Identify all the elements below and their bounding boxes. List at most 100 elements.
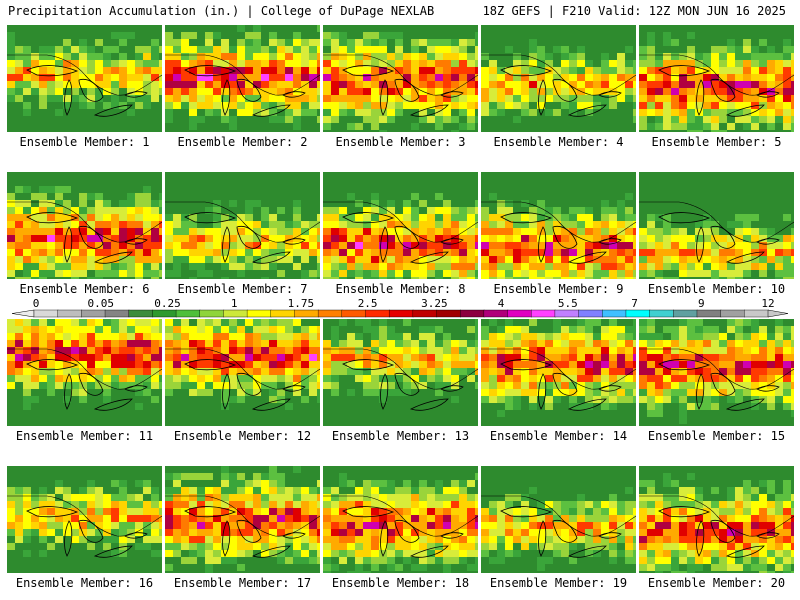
precip-map: [7, 319, 162, 426]
precip-map: [7, 25, 162, 132]
precip-map: [323, 25, 478, 132]
panel-label: Ensemble Member: 12: [173, 429, 312, 443]
colorbar-swatch: [531, 309, 556, 318]
precip-map: [165, 466, 320, 573]
panel-label: Ensemble Member: 16: [15, 576, 154, 590]
colorbar-tick-label: 1.75: [288, 297, 315, 310]
ensemble-panel-1: [7, 25, 162, 132]
colorbar-swatch: [246, 309, 272, 318]
precip-map: [481, 466, 636, 573]
panel-label: Ensemble Member: 14: [489, 429, 628, 443]
colorbar-tick-label: 2.5: [358, 297, 378, 310]
ensemble-panel-2: [165, 25, 320, 132]
panel-label: Ensemble Member: 18: [331, 576, 470, 590]
colorbar-swatch: [365, 309, 390, 318]
colorbar-tick-label: 4: [498, 297, 505, 310]
precip-map: [323, 319, 478, 426]
colorbar-swatch: [696, 309, 722, 318]
colorbar-swatch: [199, 309, 225, 318]
ensemble-panel-7: [165, 172, 320, 279]
panel-label: Ensemble Member: 10: [647, 282, 786, 296]
colorbar-tick-label: 7: [631, 297, 638, 310]
colorbar-swatch: [57, 309, 83, 318]
colorbar-swatch: [341, 309, 367, 318]
colorbar-swatch: [578, 309, 603, 318]
colorbar-swatch: [388, 309, 414, 318]
ensemble-panel-12: [165, 319, 320, 426]
colorbar-swatch: [81, 309, 106, 318]
colorbar-tick-label: 9: [698, 297, 705, 310]
panel-label: Ensemble Member: 19: [489, 576, 628, 590]
colorbar-swatch: [673, 309, 698, 318]
colorbar-tick-label: 3.25: [421, 297, 448, 310]
colorbar-swatch: [175, 309, 201, 318]
panel-label: Ensemble Member: 20: [647, 576, 786, 590]
colorbar-tick-label: 0.05: [87, 297, 114, 310]
colorbar-tick-label: 0: [33, 297, 40, 310]
colorbar-swatch: [412, 309, 438, 318]
ensemble-panel-13: [323, 319, 478, 426]
precip-map: [165, 319, 320, 426]
colorbar-right-arrow: [767, 309, 789, 318]
colorbar-swatch: [554, 309, 580, 318]
precip-map: [7, 172, 162, 279]
colorbar-swatch: [152, 309, 177, 318]
ensemble-panel-17: [165, 466, 320, 573]
panel-label: Ensemble Member: 13: [331, 429, 470, 443]
colorbar: 0 0.05 0.25 1 1.75 2.5 3.25 4 5.5 7 9 12: [0, 296, 800, 322]
colorbar-swatch: [223, 309, 248, 318]
ensemble-panel-8: [323, 172, 478, 279]
colorbar-swatch: [104, 309, 130, 318]
colorbar-swatch: [33, 309, 59, 318]
colorbar-swatch: [483, 309, 509, 318]
panel-label: Ensemble Member: 6: [19, 282, 150, 296]
precip-map: [481, 172, 636, 279]
ensemble-panel-18: [323, 466, 478, 573]
ensemble-panel-3: [323, 25, 478, 132]
ensemble-panel-15: [639, 319, 794, 426]
panel-label: Ensemble Member: 9: [493, 282, 624, 296]
precip-map: [323, 466, 478, 573]
colorbar-swatch: [720, 309, 746, 318]
colorbar-swatch: [128, 309, 154, 318]
colorbar-left-arrow: [11, 309, 35, 318]
precip-map: [639, 172, 794, 279]
ensemble-panel-14: [481, 319, 636, 426]
panel-label: Ensemble Member: 11: [15, 429, 154, 443]
panel-label: Ensemble Member: 8: [335, 282, 466, 296]
model-run-info: 18Z GEFS | F210 Valid: 12Z MON JUN 16 20…: [482, 4, 786, 18]
ensemble-panel-16: [7, 466, 162, 573]
colorbar-swatch: [270, 309, 296, 318]
panel-label: Ensemble Member: 3: [335, 135, 466, 149]
colorbar-graphic: 0 0.05 0.25 1 1.75 2.5 3.25 4 5.5 7 9 12: [11, 297, 789, 318]
panel-label: Ensemble Member: 7: [177, 282, 308, 296]
colorbar-swatch: [744, 309, 769, 318]
colorbar-tick-label: 0.25: [154, 297, 181, 310]
colorbar-swatch: [436, 309, 461, 318]
ensemble-panel-9: [481, 172, 636, 279]
panel-label: Ensemble Member: 1: [19, 135, 150, 149]
ensemble-panel-6: [7, 172, 162, 279]
panel-label: Ensemble Member: 17: [173, 576, 312, 590]
colorbar-swatch: [602, 309, 627, 318]
panel-label: Ensemble Member: 5: [651, 135, 782, 149]
precip-map: [639, 319, 794, 426]
panel-label: Ensemble Member: 15: [647, 429, 786, 443]
colorbar-swatch: [649, 309, 674, 318]
ensemble-panel-4: [481, 25, 636, 132]
precip-map: [481, 25, 636, 132]
colorbar-tick-label: 5.5: [558, 297, 578, 310]
ensemble-panel-20: [639, 466, 794, 573]
precip-map: [323, 172, 478, 279]
ensemble-panel-19: [481, 466, 636, 573]
colorbar-swatch: [294, 309, 319, 318]
colorbar-swatch: [507, 309, 532, 318]
ensemble-panel-10: [639, 172, 794, 279]
colorbar-swatch: [459, 309, 485, 318]
colorbar-swatch: [625, 309, 651, 318]
colorbar-tick-label: 12: [761, 297, 774, 310]
panel-label: Ensemble Member: 2: [177, 135, 308, 149]
colorbar-tick-label: 1: [231, 297, 238, 310]
map-title: Precipitation Accumulation (in.) | Colle…: [8, 4, 435, 18]
ensemble-panel-5: [639, 25, 794, 132]
